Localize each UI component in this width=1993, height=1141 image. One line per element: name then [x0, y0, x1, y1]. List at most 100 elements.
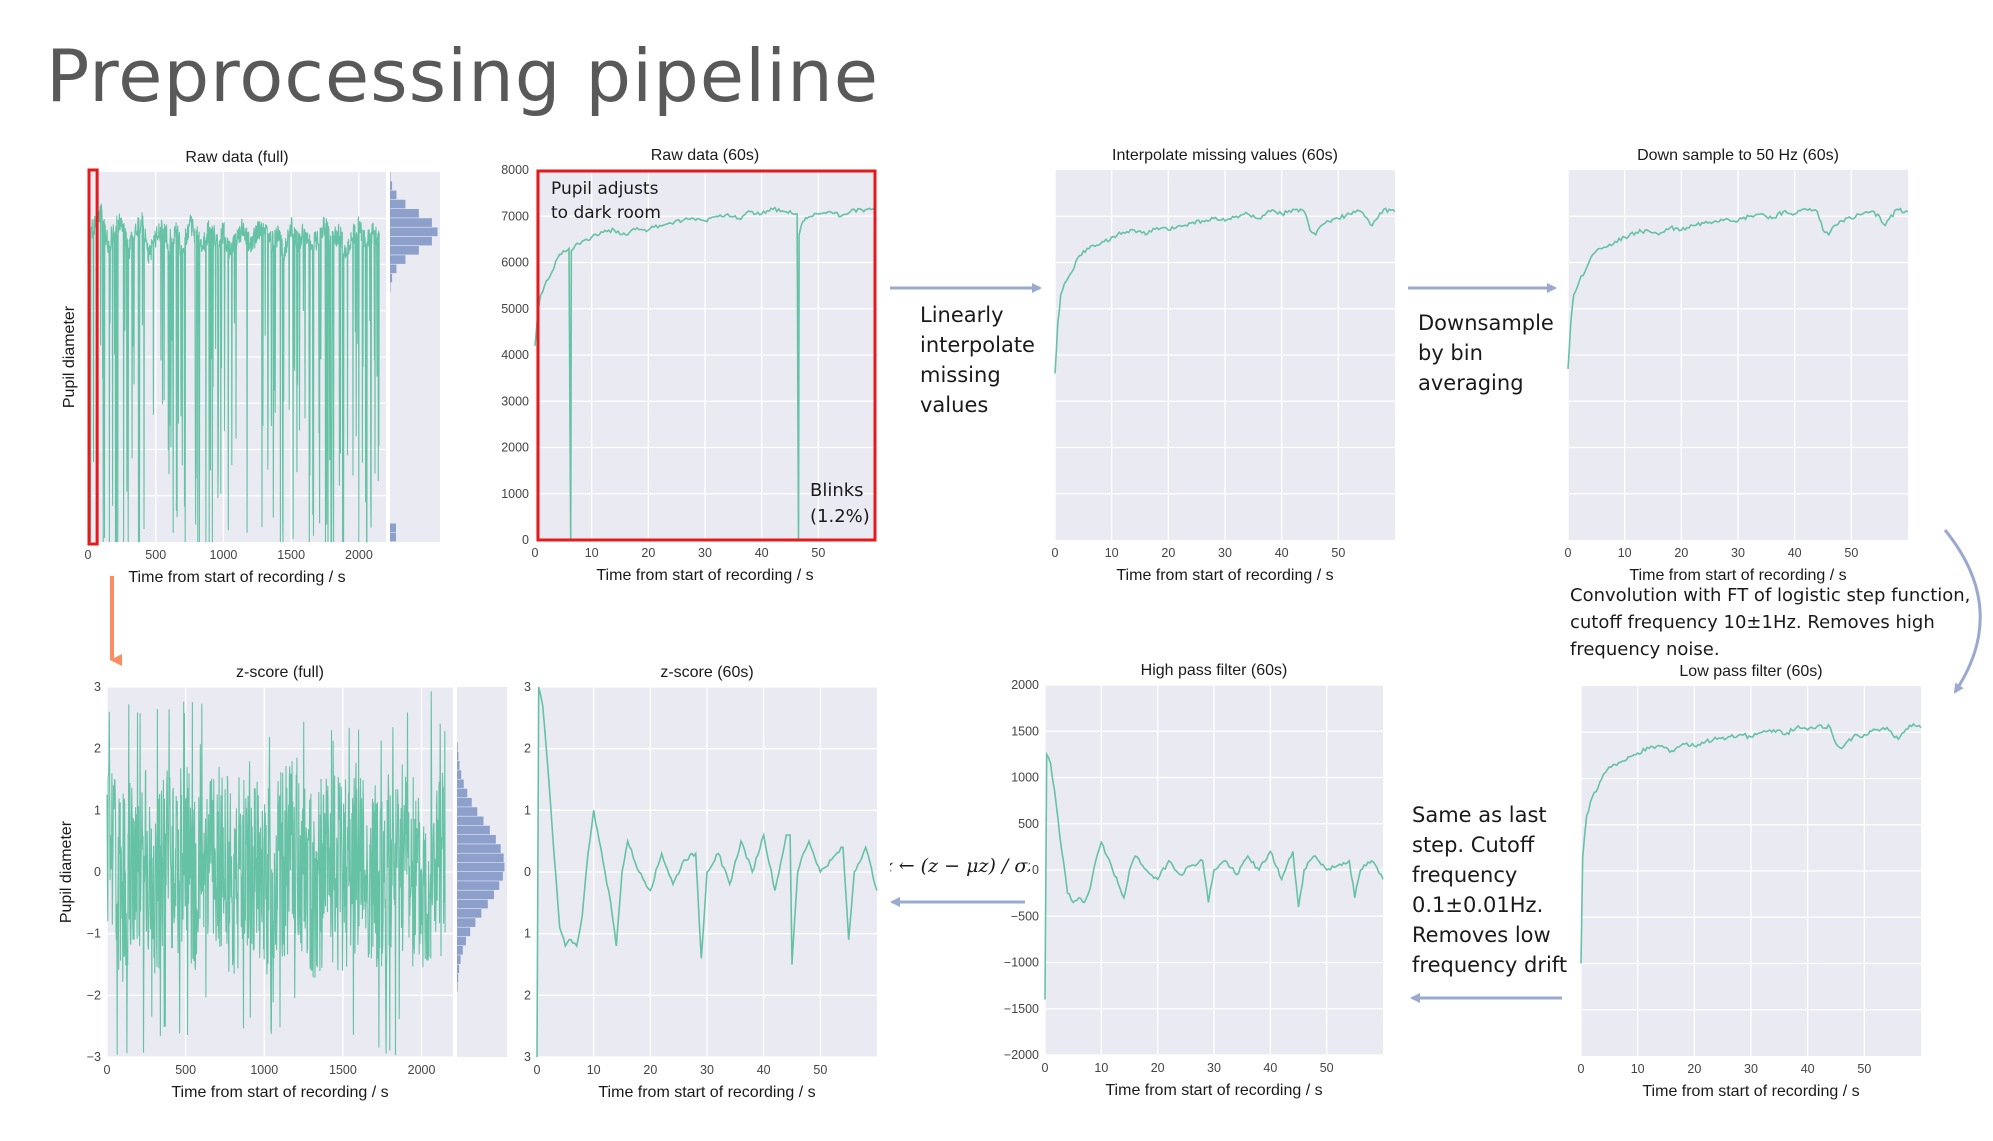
- arrow-downsample-to-lowpass: [1943, 529, 1982, 694]
- chart-interpolate-60s: Interpolate missing values (60s) 0 10 20 30 4…: [1052, 147, 1396, 584]
- histogram-bar: [390, 236, 432, 246]
- chart-title: z-score (60s): [660, 664, 753, 681]
- x-tick-label: 30: [700, 1063, 714, 1077]
- histogram-bar: [390, 190, 397, 200]
- y-tick-label: 6000: [501, 256, 529, 270]
- x-tick-label: 10: [585, 546, 599, 560]
- y-tick-label: 2000: [1011, 678, 1039, 692]
- series-line: [1054, 207, 1396, 374]
- histogram-bar: [457, 751, 459, 761]
- series-line: [1580, 722, 1922, 964]
- x-tick-label: 0: [534, 1063, 541, 1077]
- x-tick-label: 30: [1744, 1062, 1758, 1076]
- x-tick-label: 1500: [277, 548, 305, 562]
- histogram-bar: [390, 264, 397, 274]
- series-line-group: [1044, 751, 1384, 1000]
- y-axis-label: Pupil diameter: [61, 305, 78, 408]
- series-line-group: [534, 206, 876, 541]
- histogram-bar: [457, 881, 500, 890]
- x-tick-label: 40: [1801, 1062, 1815, 1076]
- y-tick-label: −500: [1011, 909, 1039, 923]
- x-tick-label: 50: [1331, 546, 1345, 560]
- histogram-bar: [457, 770, 462, 779]
- x-tick-label: 10: [1618, 546, 1632, 560]
- x-tick-label: 20: [1687, 1062, 1701, 1076]
- x-tick-label: 500: [145, 548, 166, 562]
- x-axis-label: Time from start of recording / s: [1116, 567, 1333, 584]
- histogram-bar: [390, 172, 391, 181]
- series-line-group: [106, 691, 446, 1056]
- y-tick-label: 0: [522, 533, 529, 547]
- x-tick-label: 0: [1042, 1061, 1049, 1075]
- x-axis-label: Time from start of recording / s: [596, 567, 813, 584]
- histogram-bar: [390, 523, 396, 533]
- series-line: [106, 691, 446, 1056]
- histogram-bar: [457, 909, 482, 918]
- slide-title: Preprocessing pipeline: [46, 34, 880, 118]
- y-tick-label: 2000: [501, 441, 529, 455]
- histogram-bar: [457, 825, 490, 835]
- x-tick-label: 10: [1094, 1061, 1108, 1075]
- chart-title: Low pass filter (60s): [1679, 663, 1822, 680]
- y-tick-label: 0: [1032, 863, 1039, 877]
- histogram-bar: [457, 844, 501, 853]
- x-tick-label: 1000: [210, 548, 238, 562]
- zscore-formula-text: z ← (z − μz) / σz: [890, 855, 1030, 877]
- x-tick-label: 500: [175, 1063, 196, 1077]
- y-tick-label: 3: [524, 680, 531, 694]
- x-axis-label: Time from start of recording / s: [598, 1084, 815, 1101]
- highlight-box: [536, 169, 877, 542]
- x-axis-label: Time from start of recording / s: [128, 569, 345, 586]
- x-tick-label: 20: [1151, 1061, 1165, 1075]
- y-tick-label: 7000: [501, 209, 529, 223]
- y-tick-label: 2: [94, 742, 101, 756]
- y-tick-label: 2: [524, 988, 531, 1002]
- x-tick-label: 30: [1207, 1061, 1221, 1075]
- histogram-bar: [457, 964, 460, 974]
- series-line-group: [1567, 207, 1909, 369]
- y-axis-label: Pupil diameter: [58, 820, 75, 923]
- histogram-bar: [457, 779, 464, 789]
- y-tick-label: 8000: [501, 163, 529, 177]
- x-tick-label: 40: [1275, 546, 1289, 560]
- x-tick-label: 50: [1857, 1062, 1871, 1076]
- histogram-bar: [390, 255, 406, 264]
- x-axis-label: Time from start of recording / s: [1642, 1083, 1859, 1100]
- histogram-bar: [457, 936, 466, 946]
- chart-title: Interpolate missing values (60s): [1112, 147, 1338, 164]
- x-tick-label: 0: [1565, 546, 1572, 560]
- y-tick-label: 4000: [501, 348, 529, 362]
- histogram-bar: [457, 946, 463, 955]
- y-tick-label: 2: [524, 742, 531, 756]
- y-tick-label: 3000: [501, 394, 529, 408]
- histogram-bar: [390, 181, 393, 190]
- x-tick-label: 2000: [345, 548, 373, 562]
- step-label-interpolate: Linearly interpolate missing values: [920, 303, 1035, 417]
- chart-title: Raw data (60s): [651, 147, 760, 164]
- chart-lowpass-60s: Low pass filter (60s) 0 10 20 30 40 50 Time fro…: [1578, 663, 1922, 1100]
- zscore-formula: z ← (z − μz) / σz: [890, 855, 1030, 877]
- histogram-bar: [390, 199, 406, 209]
- x-tick-label: 50: [813, 1063, 827, 1077]
- y-tick-label: 0: [524, 865, 531, 879]
- step-label-lowpass: Convolution with FT of logistic step fun…: [1570, 585, 1971, 660]
- histogram-bar: [390, 227, 438, 237]
- x-tick-label: 20: [643, 1063, 657, 1077]
- histogram-bar: [390, 209, 419, 218]
- chart-title: z-score (full): [236, 664, 324, 681]
- x-tick-label: 40: [1788, 546, 1802, 560]
- series-line: [87, 203, 380, 543]
- histogram-bar: [457, 983, 458, 992]
- y-tick-label: −2: [87, 988, 101, 1002]
- x-axis-label: Time from start of recording / s: [1105, 1082, 1322, 1099]
- y-tick-label: −1000: [1004, 956, 1039, 970]
- x-tick-label: 50: [1320, 1061, 1334, 1075]
- series-line-group: [87, 203, 380, 543]
- chart-downsample-60s: Down sample to 50 Hz (60s) 0 10 20 30 40 50 Tim…: [1565, 147, 1909, 584]
- histogram-bar: [390, 218, 432, 227]
- chart-title: High pass filter (60s): [1141, 662, 1288, 679]
- x-tick-label: 0: [104, 1063, 111, 1077]
- y-tick-label: 500: [1018, 817, 1039, 831]
- series-line-group: [536, 686, 878, 1058]
